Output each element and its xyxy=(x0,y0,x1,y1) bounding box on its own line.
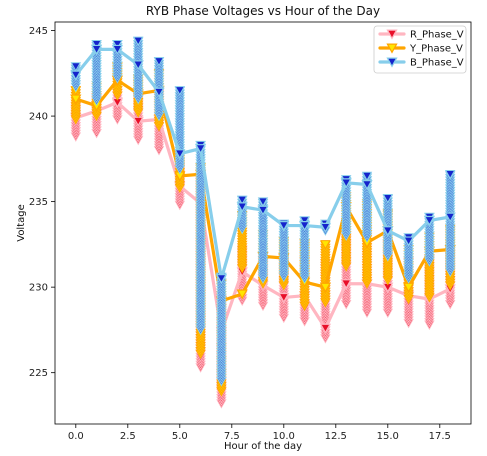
y-tick-label: 245 xyxy=(29,26,48,37)
legend-item-y-phase-v: Y_Phase_V xyxy=(378,43,463,55)
y-tick-label: 225 xyxy=(29,368,48,379)
data-point xyxy=(382,226,394,237)
reading-marker xyxy=(132,36,144,47)
reading-marker xyxy=(299,216,310,226)
x-tick-label: 5.0 xyxy=(172,431,188,442)
reading-marker xyxy=(112,39,123,50)
legend-swatch-marker xyxy=(386,29,398,40)
data-point xyxy=(319,282,332,293)
reading-column xyxy=(216,272,227,387)
data-point xyxy=(278,292,290,304)
reading-column xyxy=(444,170,456,277)
data-point xyxy=(444,212,456,223)
data-point xyxy=(298,221,311,232)
reading-marker xyxy=(174,86,186,96)
x-tick-label: 15.0 xyxy=(377,431,399,442)
legend-label: Y_Phase_V xyxy=(409,44,463,55)
data-point xyxy=(70,70,82,81)
x-tick-label: 0.0 xyxy=(68,431,84,442)
reading-marker xyxy=(70,62,82,72)
data-point xyxy=(70,94,82,105)
reading-column xyxy=(70,62,82,93)
reading-marker xyxy=(361,171,373,182)
reading-marker xyxy=(153,57,165,67)
axes-layer: 0.0 2.5 5.0 7.5 10.0 12.5 15.0 17.5 225 230 235 240… xyxy=(29,26,451,442)
series-b-phase-v xyxy=(70,36,456,387)
data-point xyxy=(402,236,415,247)
data-point xyxy=(236,202,248,213)
reading-column xyxy=(70,86,82,125)
legend: R_Phase_V Y_Phase_V B_Phase_V xyxy=(373,25,467,74)
data-point xyxy=(319,222,332,233)
y-tick-label: 240 xyxy=(29,112,48,123)
reading-marker xyxy=(444,170,456,180)
legend-label: B_Phase_V xyxy=(410,58,464,69)
data-point xyxy=(340,279,352,290)
legend-item-r-phase-v: R_Phase_V xyxy=(378,29,464,41)
data-point xyxy=(361,180,373,191)
data-point xyxy=(90,44,103,55)
data-point xyxy=(174,149,186,160)
y-axis-title: Voltage xyxy=(16,204,27,242)
legend-item-b-phase-v: B_Phase_V xyxy=(378,57,464,69)
reading-column xyxy=(174,86,186,175)
x-tick-label: 2.5 xyxy=(120,431,136,442)
data-point xyxy=(132,60,144,71)
data-point xyxy=(319,323,332,334)
reading-marker xyxy=(320,240,331,250)
legend-swatch-marker xyxy=(386,57,398,68)
x-tick-label: 7.5 xyxy=(224,431,240,442)
x-tick-label: 12.5 xyxy=(325,431,347,442)
reading-marker xyxy=(91,39,102,50)
data-point xyxy=(423,215,436,227)
x-axis-title: Hour of the day xyxy=(224,441,302,452)
data-point xyxy=(215,274,228,285)
data-point xyxy=(236,289,248,300)
series-layer xyxy=(70,36,456,409)
data-point xyxy=(194,144,207,155)
data-point xyxy=(257,205,269,216)
legend-swatch-marker xyxy=(386,43,398,54)
data-point xyxy=(153,87,165,98)
data-point xyxy=(278,221,290,232)
y-tick-label: 235 xyxy=(29,197,48,208)
reading-marker xyxy=(236,195,248,206)
data-point xyxy=(340,178,352,189)
reading-marker xyxy=(382,193,394,204)
y-tick-label: 230 xyxy=(29,283,48,294)
chart-title: RYB Phase Voltages vs Hour of the Day xyxy=(146,4,380,18)
data-point xyxy=(111,44,124,55)
legend-label: R_Phase_V xyxy=(410,30,464,41)
x-tick-label: 10.0 xyxy=(273,431,295,442)
x-tick-label: 17.5 xyxy=(429,431,451,442)
reading-marker xyxy=(257,197,269,207)
